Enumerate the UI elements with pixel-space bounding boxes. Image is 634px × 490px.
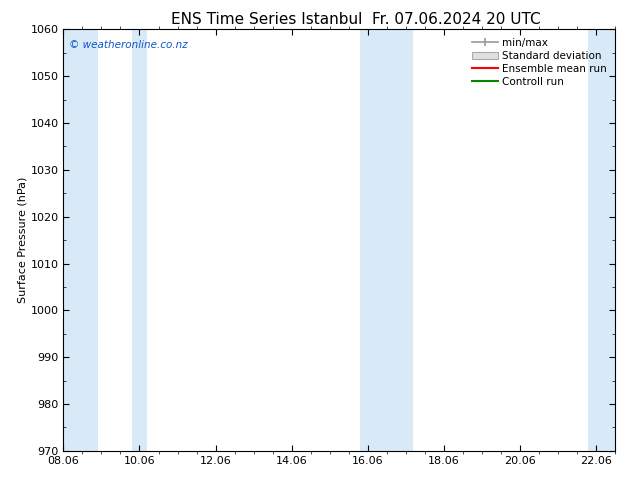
Bar <box>360 29 413 451</box>
Text: Fr. 07.06.2024 20 UTC: Fr. 07.06.2024 20 UTC <box>372 12 541 27</box>
Bar <box>132 29 147 451</box>
Legend: min/max, Standard deviation, Ensemble mean run, Controll run: min/max, Standard deviation, Ensemble me… <box>467 34 611 91</box>
Y-axis label: Surface Pressure (hPa): Surface Pressure (hPa) <box>18 177 28 303</box>
Bar <box>588 29 615 451</box>
Text: ENS Time Series Istanbul: ENS Time Series Istanbul <box>171 12 362 27</box>
Text: © weatheronline.co.nz: © weatheronline.co.nz <box>69 40 188 50</box>
Bar <box>63 29 98 451</box>
